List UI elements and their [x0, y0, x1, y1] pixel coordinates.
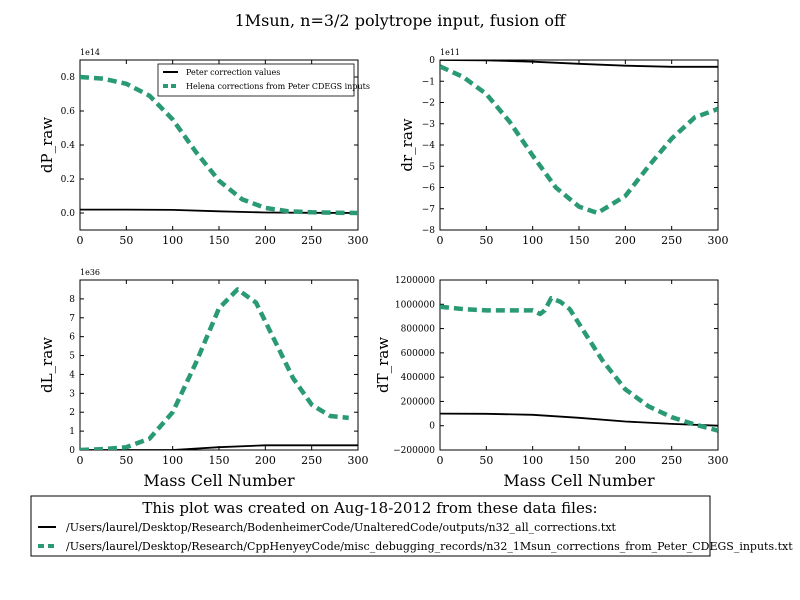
inset-legend-item-peter: Peter correction values — [186, 68, 280, 77]
x-tick-label: 300 — [348, 234, 369, 247]
y-axis-label: dP_raw — [38, 117, 56, 173]
y-tick-label: −1 — [422, 77, 435, 87]
series-line-helena-corrections — [80, 287, 349, 450]
y-tick-label: 800000 — [401, 325, 436, 335]
y-tick-label: 0.8 — [61, 73, 76, 83]
series-line-peter-correction-values — [440, 412, 718, 427]
x-tick-label: 50 — [479, 234, 493, 247]
x-tick-label: 100 — [522, 234, 543, 247]
inset-legend-item-helena: Helena corrections from Peter CDEGS inpu… — [186, 82, 370, 91]
x-tick-label: 100 — [522, 454, 543, 467]
y-axis-label: dT_raw — [374, 337, 392, 393]
y-tick-label: −5 — [422, 162, 436, 172]
y-tick-label: 0.6 — [61, 107, 76, 117]
inset-legend: Peter correction values Helena correction… — [157, 63, 370, 97]
subplot-dl-raw: 0 50 100 150 200 250 300 0 1 2 3 4 5 6 7 8 1e36 dL_raw Mas… — [38, 268, 369, 490]
inset-legend-box — [157, 63, 355, 97]
y-tick-label: −4 — [422, 141, 436, 151]
x-axis-label: Mass Cell Number — [143, 471, 295, 490]
x-tick-label: 250 — [661, 234, 682, 247]
x-tick-label: 300 — [348, 454, 369, 467]
footer-legend-item-peter: /Users/laurel/Desktop/Research/Bodenheim… — [66, 521, 617, 534]
y-axis-exponent: 1e36 — [80, 268, 100, 277]
y-tick-label: 1000000 — [395, 300, 435, 310]
y-tick-label: 7 — [69, 314, 75, 324]
y-tick-label: 0.0 — [61, 209, 76, 219]
y-axis-exponent: 1e14 — [80, 48, 100, 57]
y-tick-label: −3 — [422, 120, 436, 130]
subplot-grid: 0 50 100 150 200 250 3000.00.20.40.60.81e14dP_… — [38, 48, 729, 490]
x-tick-label: 50 — [119, 234, 133, 247]
x-axis-label: Mass Cell Number — [503, 471, 655, 490]
x-tick-label: 50 — [119, 454, 133, 467]
y-tick-label: 0 — [69, 446, 75, 456]
subplot-dp-raw: 0 50 100 150 200 250 300 0.0 0.2 0.4 0.6 0.8 1e14 dP_… — [38, 48, 370, 247]
x-tick-label: 300 — [708, 454, 729, 467]
y-axis-label: dr_raw — [398, 118, 416, 171]
series-line-peter-correction-values — [440, 60, 718, 68]
subplot-dt-raw: 0 50 100 150 200 250 300−200000020000040000060… — [374, 276, 729, 490]
y-axis-label: dL_raw — [38, 337, 56, 393]
x-tick-label: 250 — [661, 454, 682, 467]
x-tick-label: 150 — [569, 454, 590, 467]
y-tick-label: 8 — [69, 295, 75, 305]
x-tick-label: 50 — [479, 454, 493, 467]
x-tick-label: 200 — [615, 234, 636, 247]
y-tick-label: 5 — [69, 352, 75, 362]
y-tick-label: 200000 — [401, 397, 436, 407]
subplot-dr-raw: 0 50 100 150 200 250 300 0 −1 −2 −3 −4 −5 −6 −7 −8 1e11 d… — [398, 48, 729, 247]
y-tick-label: 1 — [69, 427, 75, 437]
x-tick-label: 150 — [209, 454, 230, 467]
figure-title: 1Msun, n=3/2 polytrope input, fusion off — [235, 11, 567, 30]
y-tick-label: −6 — [422, 184, 436, 194]
series-line-helena-corrections — [80, 74, 358, 216]
x-tick-label: 150 — [209, 234, 230, 247]
y-axis-exponent: 1e11 — [440, 48, 460, 57]
x-tick-label: 0 — [437, 234, 444, 247]
y-tick-label: 0 — [429, 56, 435, 66]
y-tick-label: −200000 — [393, 446, 435, 456]
axes-frame — [79, 279, 359, 451]
x-tick-label: 150 — [569, 234, 590, 247]
x-tick-label: 250 — [301, 234, 322, 247]
y-tick-label: 400000 — [401, 373, 436, 383]
x-tick-label: 0 — [437, 454, 444, 467]
x-tick-label: 0 — [77, 454, 84, 467]
x-tick-label: 300 — [708, 234, 729, 247]
y-tick-label: 600000 — [401, 349, 436, 359]
x-tick-label: 100 — [162, 234, 183, 247]
x-tick-label: 100 — [162, 454, 183, 467]
y-tick-label: 6 — [69, 333, 75, 343]
series-line-peter-correction-values — [80, 444, 358, 450]
footer-legend-item-helena: /Users/laurel/Desktop/Research/CppHenyey… — [66, 540, 793, 553]
y-tick-label: −2 — [422, 99, 435, 109]
x-tick-label: 0 — [77, 234, 84, 247]
series-line-helena-corrections — [440, 295, 718, 433]
y-tick-label: −8 — [422, 226, 436, 236]
x-tick-label: 200 — [615, 454, 636, 467]
x-tick-label: 200 — [255, 454, 276, 467]
x-tick-label: 200 — [255, 234, 276, 247]
footer-legend-title: This plot was created on Aug-18-2012 fro… — [142, 499, 597, 517]
y-tick-label: 0.2 — [61, 175, 75, 185]
y-tick-label: 2 — [69, 408, 75, 418]
y-tick-label: 1200000 — [395, 276, 435, 286]
y-tick-label: 3 — [69, 389, 75, 399]
footer-legend-box — [30, 495, 711, 557]
y-tick-label: 4 — [69, 370, 75, 380]
footer-legend: This plot was created on Aug-18-2012 fro… — [30, 495, 793, 557]
y-tick-label: −7 — [422, 205, 436, 215]
y-tick-label: 0 — [429, 422, 435, 432]
series-line-helena-corrections — [440, 64, 718, 216]
y-tick-label: 0.4 — [61, 141, 76, 151]
x-tick-label: 250 — [301, 454, 322, 467]
